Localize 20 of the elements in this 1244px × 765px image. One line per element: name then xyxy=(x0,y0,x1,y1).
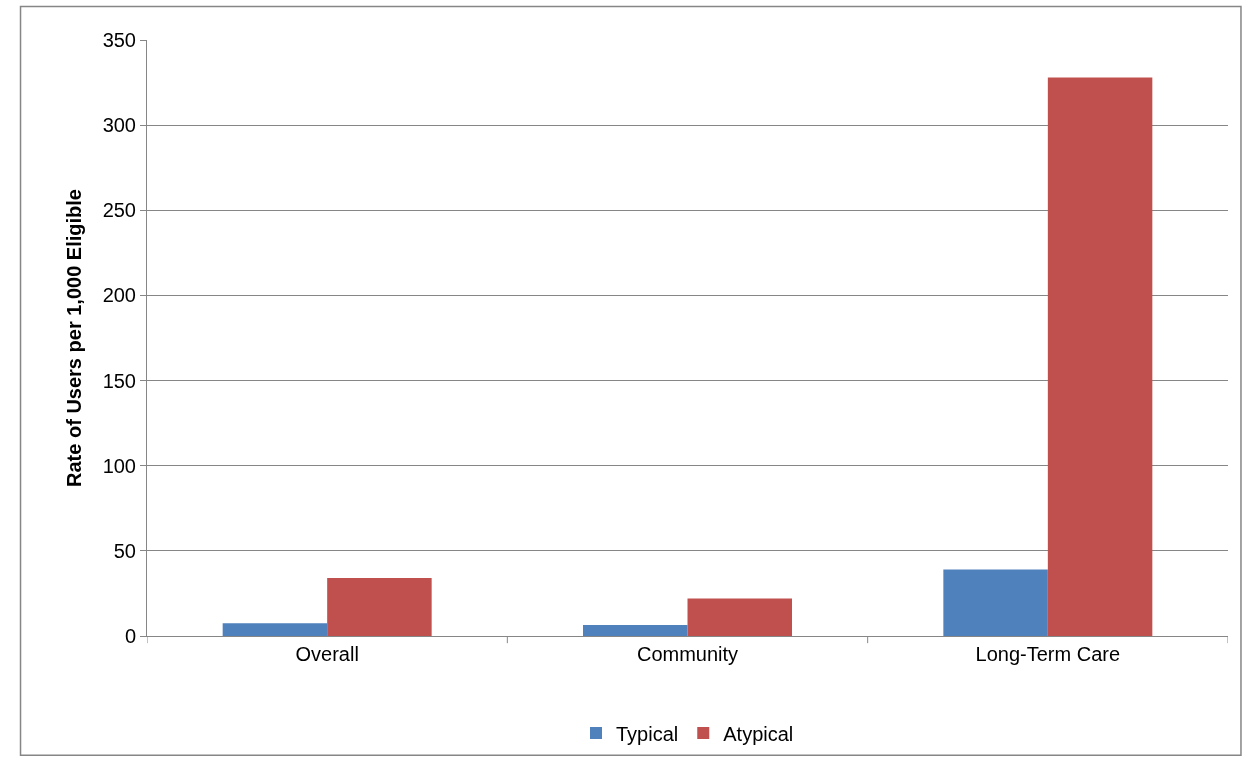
x-tick-label: Community xyxy=(636,643,739,665)
legend-label: Atypical xyxy=(723,722,794,745)
y-tick-label: 100 xyxy=(102,454,136,477)
bar xyxy=(687,598,792,636)
y-tick-label: 350 xyxy=(102,29,136,51)
x-tick-label: Overall xyxy=(295,643,359,665)
bar xyxy=(583,624,688,636)
bar xyxy=(943,569,1048,636)
y-tick-label: 200 xyxy=(102,284,136,307)
y-tick-label: 250 xyxy=(102,199,136,222)
bar xyxy=(222,623,328,636)
y-tick-label: 50 xyxy=(113,539,136,562)
bar xyxy=(1047,77,1153,636)
bar xyxy=(327,578,432,636)
y-axis-title: Rate of Users per 1,000 Eligible xyxy=(63,189,86,487)
y-tick-label: 0 xyxy=(124,625,136,647)
y-tick-label: 150 xyxy=(102,369,136,392)
y-tick-label: 300 xyxy=(102,114,136,137)
legend-label: Typical xyxy=(616,722,679,745)
x-tick-label: Long-Term Care xyxy=(975,643,1121,665)
